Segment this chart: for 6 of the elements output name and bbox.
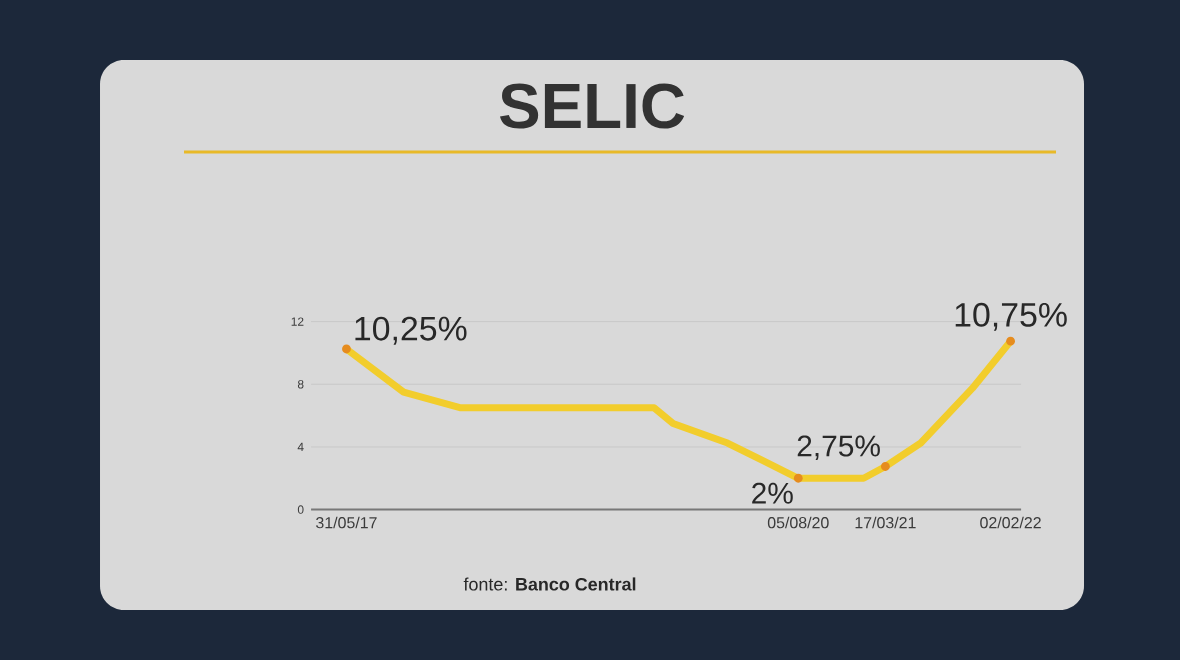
annotation: 2,75%	[797, 435, 880, 461]
annotation: 10,25%	[355, 316, 467, 345]
chart-title: SELIC	[499, 83, 685, 129]
annotation: 10,75%	[955, 302, 1067, 331]
annotation: 2%	[752, 482, 793, 504]
source-note: fonte: Banco Central	[463, 577, 636, 591]
